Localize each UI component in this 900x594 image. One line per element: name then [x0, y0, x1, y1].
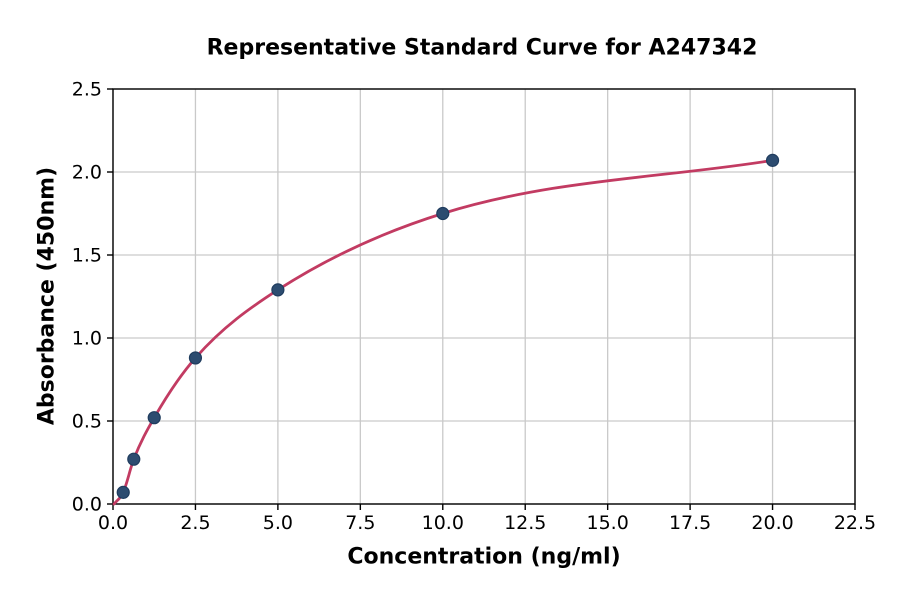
- x-tick-label: 15.0: [587, 512, 629, 534]
- y-tick-label: 0.5: [72, 411, 102, 433]
- x-tick-label: 7.5: [345, 512, 375, 534]
- x-tick-label: 12.5: [504, 512, 546, 534]
- chart-title: Representative Standard Curve for A24734…: [206, 35, 758, 61]
- y-tick-label: 1.0: [72, 328, 102, 350]
- data-point: [116, 485, 130, 499]
- x-tick-label: 2.5: [180, 512, 210, 534]
- data-point: [188, 351, 203, 365]
- plot-frame: [112, 88, 856, 505]
- x-tick-label: 20.0: [751, 512, 793, 534]
- x-tick-label: 10.0: [422, 512, 464, 534]
- x-axis-label: Concentration (ng/ml): [347, 544, 621, 570]
- data-point: [147, 411, 161, 425]
- data-point: [436, 206, 450, 221]
- data-point: [127, 452, 141, 466]
- y-tick-label: 2.0: [72, 162, 102, 184]
- y-tick-label: 1.5: [72, 245, 102, 267]
- y-tick-label: 2.5: [72, 79, 102, 101]
- x-tick-label: 22.5: [834, 512, 876, 534]
- data-point: [271, 283, 285, 297]
- x-tick-label: 0.0: [98, 512, 128, 534]
- x-tick-label: 5.0: [263, 512, 293, 534]
- x-tick-label: 17.5: [669, 512, 711, 534]
- data-point: [765, 153, 780, 167]
- y-tick-label: 0.0: [72, 494, 102, 516]
- fit-curve: [112, 158, 774, 506]
